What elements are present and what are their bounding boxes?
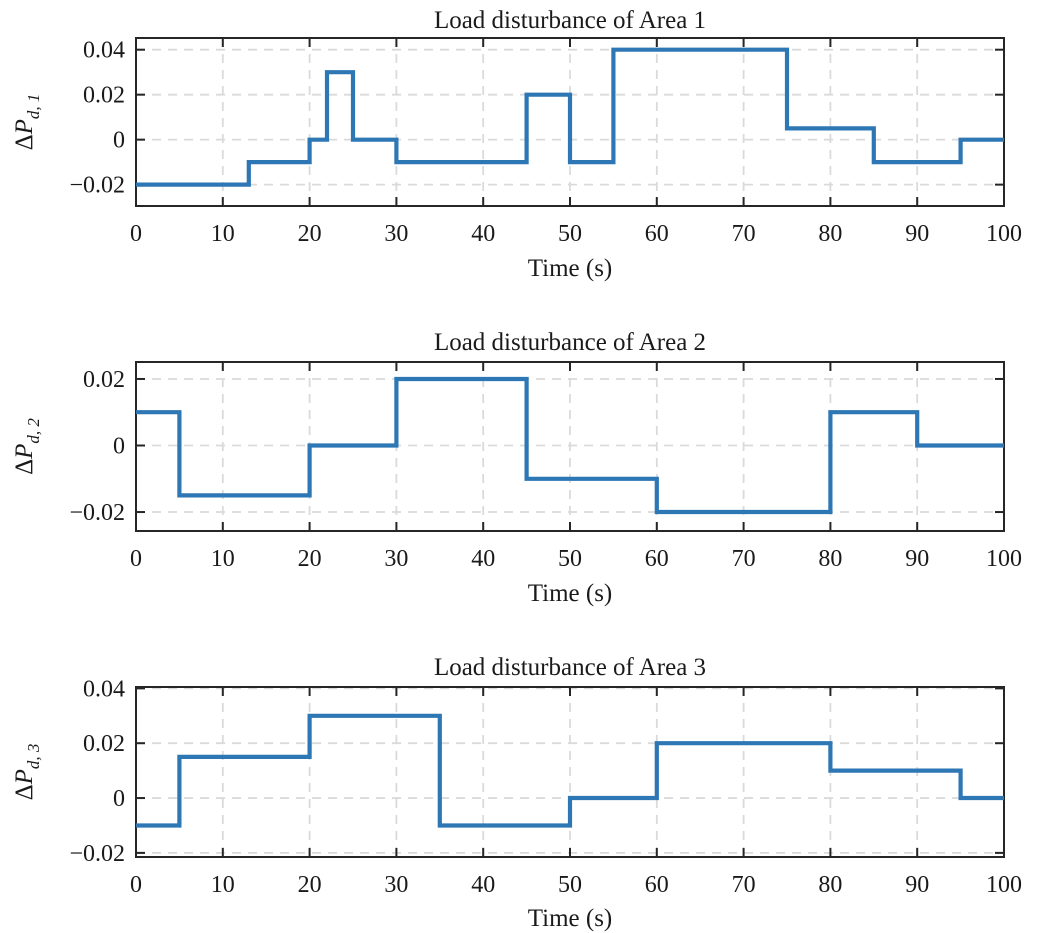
x-tick-label-30: 30 bbox=[384, 221, 408, 247]
chart-title: Load disturbance of Area 3 bbox=[434, 654, 706, 681]
chart-area-2: 0 10 20 30 40 50 60 70 80 90 100 −0.02 0 0.02 Load dis… bbox=[0, 300, 1039, 622]
x-tick-label-20: 20 bbox=[298, 872, 322, 898]
y-tick-label-0.02: 0.02 bbox=[83, 83, 125, 109]
x-tick-label-80: 80 bbox=[818, 872, 842, 898]
x-tick-label-10: 10 bbox=[211, 872, 235, 898]
x-tick-label-60: 60 bbox=[645, 872, 669, 898]
chart-area-3: 0 10 20 30 40 50 60 70 80 90 100 −0.02 0 0.02 0.04 Load… bbox=[0, 622, 1039, 933]
x-tick-label-40: 40 bbox=[471, 872, 495, 898]
x-tick-label-100: 100 bbox=[986, 221, 1022, 247]
x-tick-label-50: 50 bbox=[558, 546, 582, 572]
x-tick-label-100: 100 bbox=[986, 546, 1022, 572]
x-tick-label-70: 70 bbox=[732, 546, 756, 572]
x-tick-label-0: 0 bbox=[130, 872, 142, 898]
x-tick-label-90: 90 bbox=[905, 872, 929, 898]
step-line-load-disturbance-area-3 bbox=[136, 713, 1004, 828]
x-axis-label: Time (s) bbox=[528, 905, 613, 932]
x-tick-label-20: 20 bbox=[298, 221, 322, 247]
axes-box bbox=[135, 686, 1005, 858]
axes-box bbox=[135, 37, 1005, 207]
y-tick-label-0.02: 0.02 bbox=[83, 731, 125, 757]
x-tick-label-40: 40 bbox=[471, 546, 495, 572]
y-axis-label: ΔPd, 3 bbox=[11, 744, 43, 801]
y-tick-label--0.02: −0.02 bbox=[69, 841, 125, 867]
y-axis-label: ΔPd, 2 bbox=[11, 418, 43, 475]
x-tick-label-50: 50 bbox=[558, 221, 582, 247]
x-tick-label-100: 100 bbox=[986, 872, 1022, 898]
x-tick-label-70: 70 bbox=[732, 872, 756, 898]
chart-title: Load disturbance of Area 1 bbox=[434, 7, 706, 34]
y-tick-label-0: 0 bbox=[113, 786, 125, 812]
x-axis-label: Time (s) bbox=[528, 255, 613, 282]
x-tick-label-90: 90 bbox=[905, 546, 929, 572]
x-tick-label-90: 90 bbox=[905, 221, 929, 247]
y-tick-label-0: 0 bbox=[113, 128, 125, 154]
x-tick-label-40: 40 bbox=[471, 221, 495, 247]
x-tick-label-20: 20 bbox=[298, 546, 322, 572]
step-line-load-disturbance-area-1 bbox=[136, 47, 1004, 187]
x-tick-label-50: 50 bbox=[558, 872, 582, 898]
x-tick-label-70: 70 bbox=[732, 221, 756, 247]
chart-area-1: 0 10 20 30 40 50 60 70 80 90 100 −0.02 0 0.02 0.04 Load… bbox=[0, 0, 1039, 300]
x-tick-label-30: 30 bbox=[384, 546, 408, 572]
x-tick-label-80: 80 bbox=[818, 221, 842, 247]
y-tick-label-0.02: 0.02 bbox=[83, 367, 125, 393]
step-line-load-disturbance-area-2 bbox=[136, 376, 1004, 515]
x-tick-label-80: 80 bbox=[818, 546, 842, 572]
x-tick-label-10: 10 bbox=[211, 546, 235, 572]
y-axis-label: ΔPd, 1 bbox=[11, 94, 43, 151]
x-tick-label-0: 0 bbox=[130, 546, 142, 572]
y-tick-label--0.02: −0.02 bbox=[69, 500, 125, 526]
chart-title: Load disturbance of Area 2 bbox=[434, 329, 706, 356]
y-tick-label-0.04: 0.04 bbox=[83, 676, 125, 702]
y-tick-label--0.02: −0.02 bbox=[69, 173, 125, 199]
x-tick-label-0: 0 bbox=[130, 221, 142, 247]
x-tick-label-60: 60 bbox=[645, 221, 669, 247]
chart-area-3-plot: 0 10 20 30 40 50 60 70 80 90 100−0.0200.020.04Load… bbox=[11, 654, 1022, 932]
x-tick-label-30: 30 bbox=[384, 872, 408, 898]
x-tick-label-60: 60 bbox=[645, 546, 669, 572]
chart-area-1-plot: 0 10 20 30 40 50 60 70 80 90 100−0.0200.020.04Load… bbox=[11, 7, 1022, 282]
y-tick-label-0.04: 0.04 bbox=[83, 38, 125, 64]
x-tick-label-10: 10 bbox=[211, 221, 235, 247]
y-tick-label-0: 0 bbox=[113, 434, 125, 460]
x-axis-label: Time (s) bbox=[528, 580, 613, 607]
